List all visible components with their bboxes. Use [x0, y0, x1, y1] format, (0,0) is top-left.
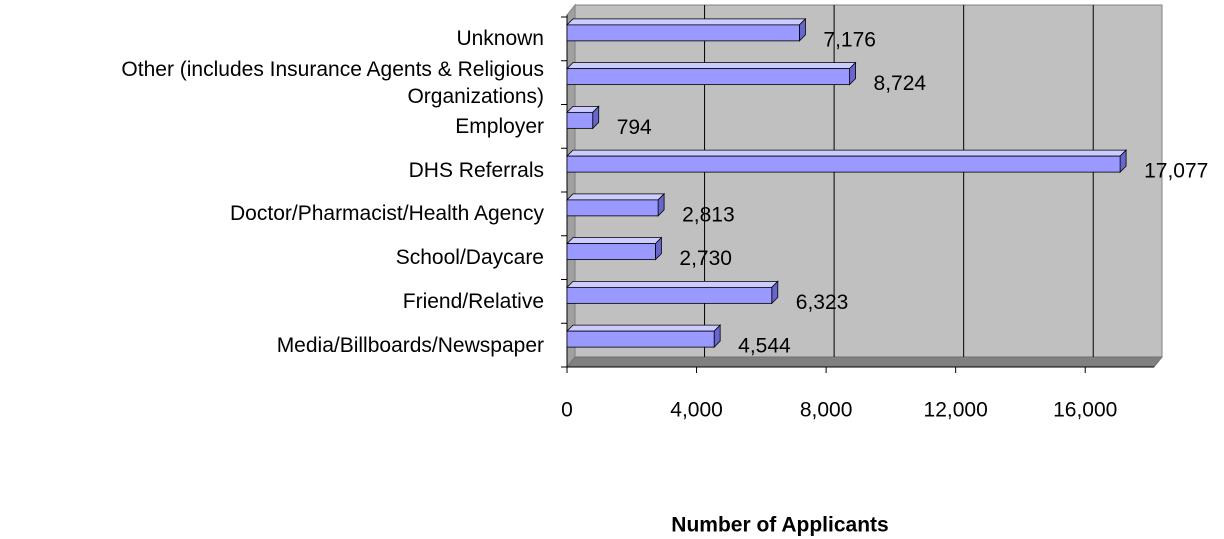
value-label: 6,323 [796, 291, 849, 314]
bar-top [566, 18, 807, 26]
bar-top [566, 149, 1128, 157]
x-tick-label: 4,000 [670, 399, 723, 422]
x-axis-title: Number of Applicants [671, 514, 888, 537]
bar-top [566, 62, 857, 70]
bar [566, 243, 656, 261]
bar [566, 286, 773, 304]
bar [566, 68, 850, 86]
y-tick-label: Media/Billboards/Newspaper [276, 333, 544, 357]
bar [566, 199, 659, 217]
bar-top [566, 237, 663, 245]
y-tick-label: Other (includes Insurance Agents & Relig… [121, 57, 544, 108]
back-wall [574, 4, 1163, 358]
y-tick-label: DHS Referrals [408, 158, 544, 182]
value-label: 2,730 [679, 247, 732, 270]
value-label: 8,724 [874, 72, 927, 95]
floor [565, 356, 1164, 368]
y-tick-label: Doctor/Pharmacist/Health Agency [230, 202, 544, 226]
value-label: 4,544 [738, 335, 791, 358]
bar [566, 155, 1121, 173]
y-tick-label: School/Daycare [395, 246, 544, 270]
value-label: 794 [617, 116, 652, 139]
x-tick-label: 8,000 [800, 399, 853, 422]
x-tick-label: 12,000 [924, 399, 988, 422]
x-tick-label: 16,000 [1053, 399, 1117, 422]
y-tick-label: Friend/Relative [402, 289, 544, 313]
y-tick-label: Unknown [456, 27, 544, 51]
bar-top [566, 193, 666, 201]
bar [566, 330, 715, 348]
value-label: 7,176 [823, 28, 876, 51]
side-wall [566, 3, 576, 369]
value-label: 17,077 [1144, 160, 1208, 183]
x-tick-label: 0 [561, 399, 573, 422]
bar [566, 111, 594, 129]
bar-top [566, 324, 722, 332]
bar [566, 24, 800, 42]
value-label: 2,813 [682, 203, 735, 226]
y-tick-label: Employer [455, 114, 544, 138]
bar-top [566, 280, 779, 288]
